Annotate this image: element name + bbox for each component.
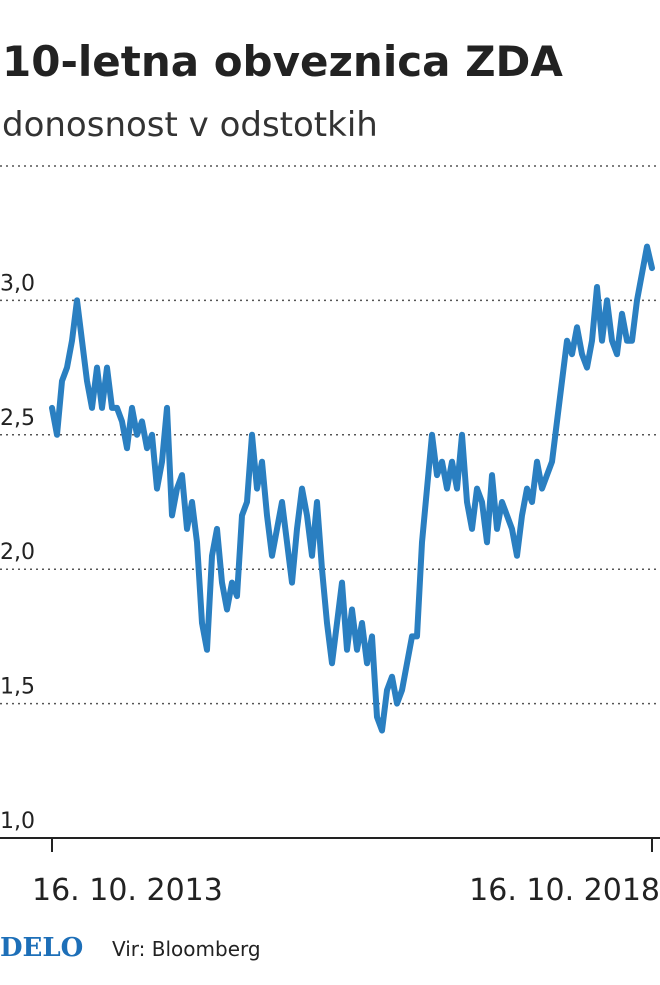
y-tick-label: 2,5 — [0, 406, 35, 431]
source: Vir: Bloomberg — [112, 937, 261, 961]
y-tick-label: 1,5 — [0, 675, 35, 700]
y-tick-label: 3,0 — [0, 271, 35, 296]
x-tick-label: 16. 10. 2018 — [469, 873, 660, 908]
chart-subtitle: donosnost v odstotkih — [2, 105, 378, 145]
y-tick-label: 1,0 — [0, 809, 35, 834]
y-tick-label: 2,0 — [0, 540, 35, 565]
logo: DELO — [0, 933, 83, 963]
chart-title: 10-letna obveznica ZDA — [2, 37, 563, 86]
x-tick-label: 16. 10. 2013 — [32, 873, 223, 908]
data-line — [49, 243, 655, 734]
